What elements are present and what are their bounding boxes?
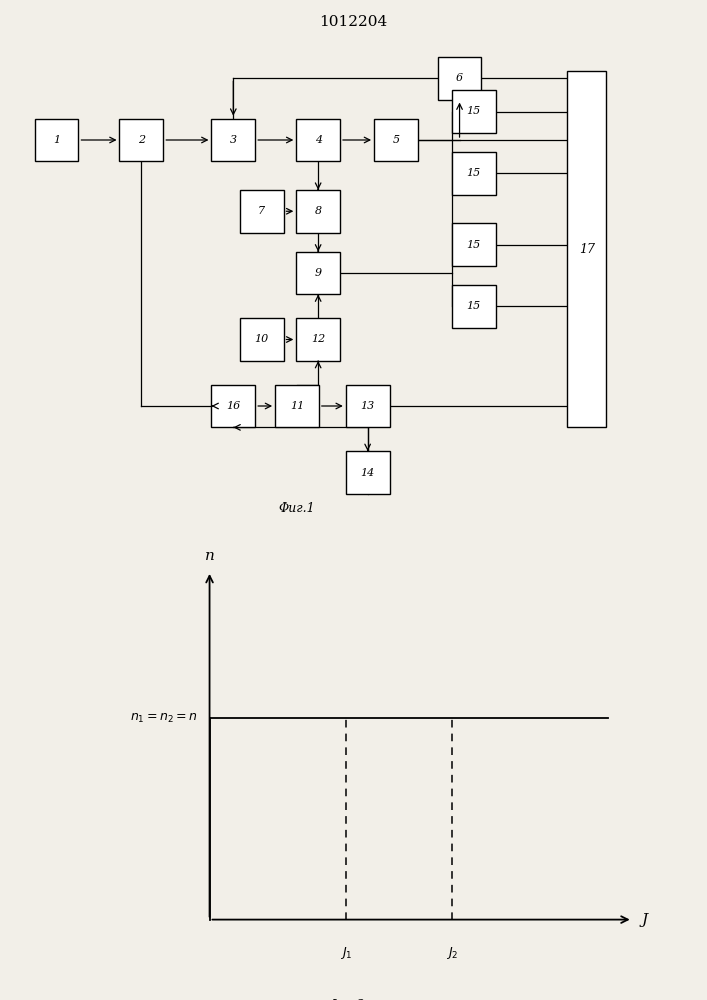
Bar: [240, 318, 284, 361]
Bar: [452, 90, 496, 133]
Text: 14: 14: [361, 468, 375, 478]
Text: 2: 2: [138, 135, 145, 145]
Text: 5: 5: [392, 135, 399, 145]
Text: 9: 9: [315, 268, 322, 278]
Text: 7: 7: [258, 206, 265, 216]
Bar: [296, 252, 340, 294]
Text: 13: 13: [361, 401, 375, 411]
Text: $n_1 = n_2 = n$: $n_1 = n_2 = n$: [129, 711, 197, 725]
Text: J: J: [642, 913, 648, 927]
Text: n: n: [204, 549, 214, 563]
Text: 12: 12: [311, 334, 325, 344]
Text: 15: 15: [467, 106, 481, 116]
Bar: [567, 71, 606, 427]
Text: 1012204: 1012204: [320, 15, 387, 29]
Text: 3: 3: [230, 135, 237, 145]
Bar: [452, 223, 496, 266]
Bar: [452, 285, 496, 328]
Bar: [296, 190, 340, 233]
Bar: [119, 119, 163, 161]
Text: 15: 15: [467, 239, 481, 249]
Text: 10: 10: [255, 334, 269, 344]
Text: 16: 16: [226, 401, 240, 411]
Text: $J_1$: $J_1$: [340, 945, 353, 961]
Text: 1: 1: [53, 135, 60, 145]
Text: 17: 17: [579, 243, 595, 256]
Bar: [296, 119, 340, 161]
Bar: [35, 119, 78, 161]
Bar: [211, 119, 255, 161]
Bar: [296, 318, 340, 361]
Bar: [452, 152, 496, 195]
Bar: [438, 57, 481, 100]
Bar: [346, 451, 390, 494]
Text: 11: 11: [290, 401, 304, 411]
Text: 6: 6: [456, 73, 463, 83]
Text: 4: 4: [315, 135, 322, 145]
Text: 15: 15: [467, 301, 481, 311]
Bar: [240, 190, 284, 233]
Bar: [346, 385, 390, 427]
Text: 15: 15: [467, 168, 481, 178]
Bar: [211, 385, 255, 427]
Bar: [275, 385, 319, 427]
Text: Φиг.1: Φиг.1: [279, 502, 315, 515]
Bar: [374, 119, 418, 161]
Text: 8: 8: [315, 206, 322, 216]
Text: $J_2$: $J_2$: [446, 945, 458, 961]
